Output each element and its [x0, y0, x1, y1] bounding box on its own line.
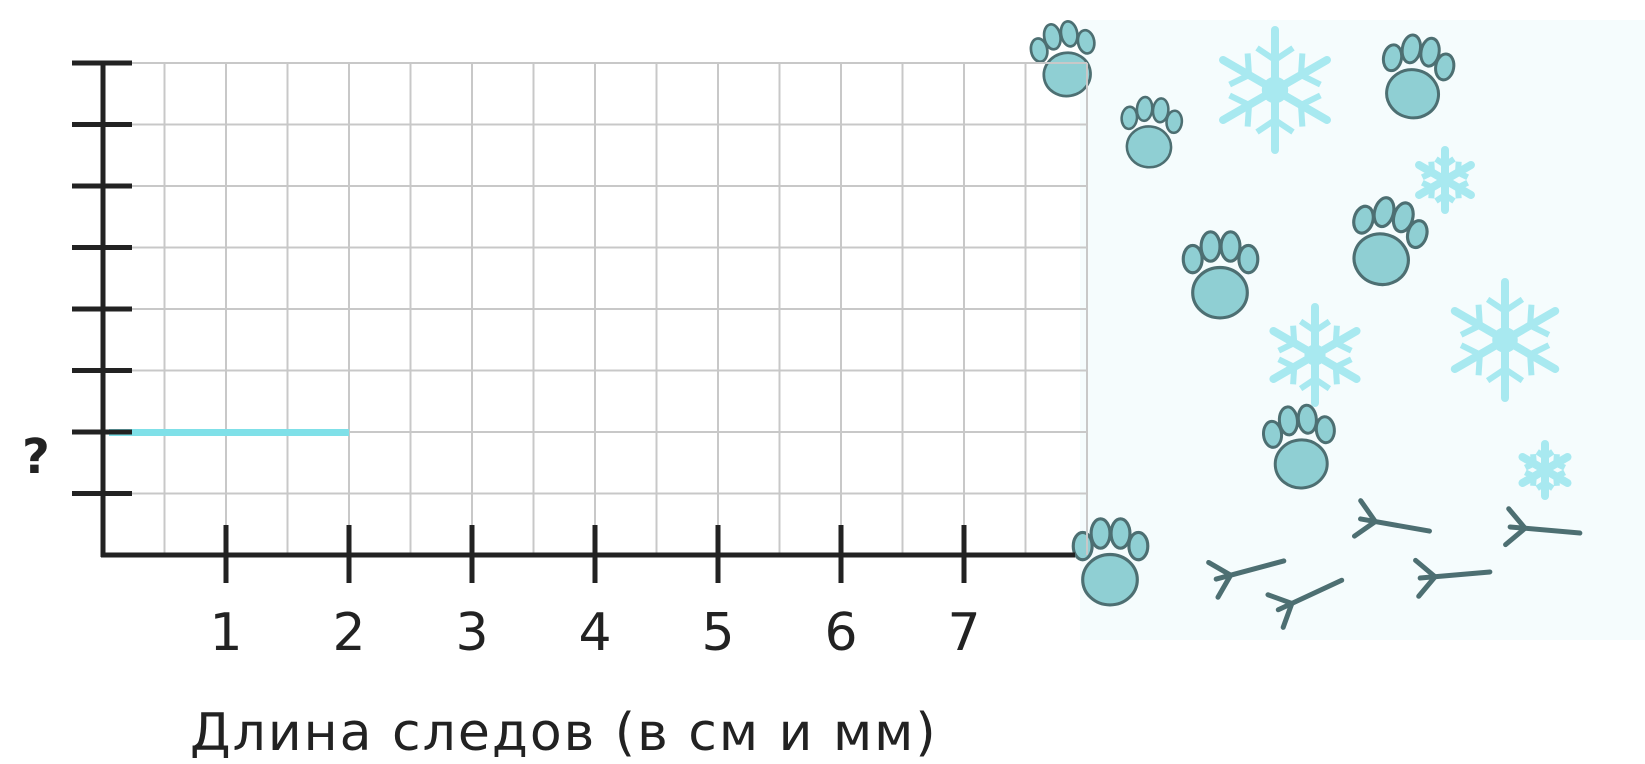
x-tick-labels: 1 2 3 4 5 6 7 [209, 603, 980, 663]
x-tick-label: 6 [824, 603, 857, 663]
bar [109, 429, 349, 436]
y-question-mark: ? [22, 429, 50, 485]
paw-prints [1029, 20, 1456, 607]
snowflake-icon [1219, 26, 1331, 154]
bird-track-icon [1206, 558, 1287, 600]
bird-track-icon [1503, 506, 1583, 548]
paw-print-icon [1120, 95, 1184, 169]
snowflake-icon [1450, 278, 1560, 402]
snowflake-icon [1415, 146, 1475, 214]
x-tick-label: 2 [332, 603, 365, 663]
x-tick-label: 4 [578, 603, 611, 663]
paw-print-icon [1381, 33, 1456, 120]
x-axis-title: Длина следов (в см и мм) [190, 703, 938, 763]
snowflake-icon [1518, 440, 1572, 500]
chart-bars [109, 429, 349, 436]
paw-print-icon [1261, 403, 1336, 490]
x-tick-label: 3 [455, 603, 488, 663]
x-tick-label: 7 [947, 603, 980, 663]
snowflake-icon [1269, 303, 1361, 407]
bird-track-icon [1413, 557, 1493, 599]
x-tick-label: 1 [209, 603, 242, 663]
chart-grid [103, 62, 1088, 555]
bird-track-icon [1351, 498, 1432, 539]
snowflakes [1219, 26, 1572, 500]
snow-illustration [1029, 20, 1645, 640]
chart-axes [72, 60, 1075, 583]
bird-track-icon [1265, 577, 1345, 630]
paw-print-icon [1352, 196, 1429, 287]
paw-print-icon [1181, 230, 1260, 320]
x-tick-label: 5 [701, 603, 734, 663]
bird-tracks [1206, 498, 1583, 630]
